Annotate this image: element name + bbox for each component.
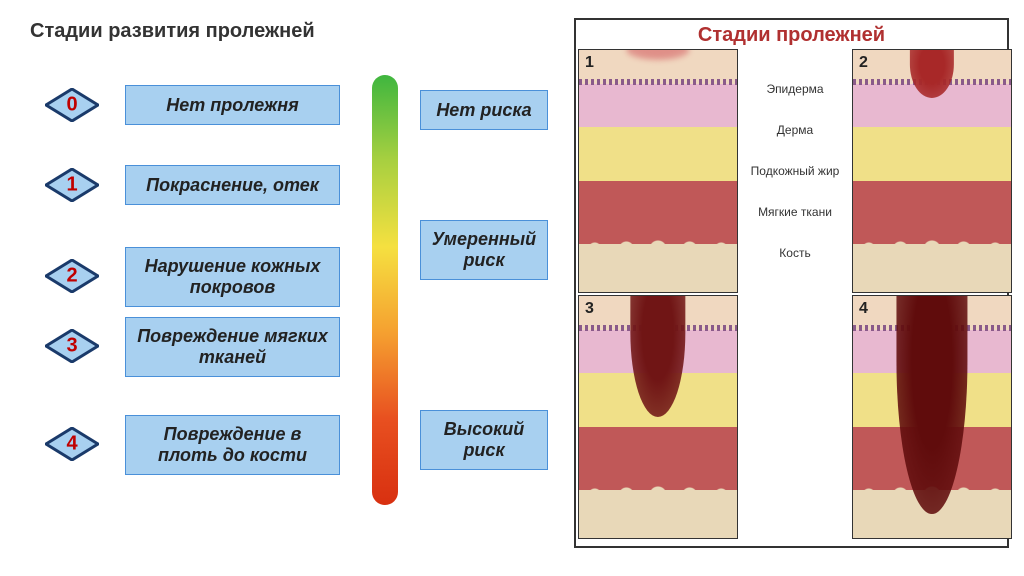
risk-box-0: Нет риска <box>420 90 548 130</box>
bone-bumps <box>579 239 737 249</box>
stage-label-2: Нарушение кожных покровов <box>125 247 340 307</box>
anatomy-labels: Эпидерма Дерма Подкожный жир Мягкие ткани Ко… <box>740 49 850 293</box>
anatomy-cell-4: 4 <box>852 295 1012 539</box>
layer-bone-layer <box>579 244 737 292</box>
layer-fat <box>853 127 1011 180</box>
stage-diamond-4: 4 <box>45 427 99 461</box>
layer-label: Кость <box>740 246 850 260</box>
stage-row-1: 1 Покраснение, отек <box>30 165 340 205</box>
anatomy-panel: Стадии пролежней 1 Эпидерма Дерма Подкожный… <box>574 18 1009 548</box>
stage-diamond-3: 3 <box>45 329 99 363</box>
cell-number: 4 <box>859 300 868 318</box>
anatomy-cell-3: 3 <box>578 295 738 539</box>
stage-row-3: 3 Повреждение мягких тканей <box>30 317 340 377</box>
risk-gradient-bar <box>372 75 398 505</box>
stage-row-0: 0 Нет пролежня <box>30 85 340 125</box>
risk-box-1: Умеренный риск <box>420 220 548 280</box>
stage-diamond-0: 0 <box>45 88 99 122</box>
wavy-line <box>579 79 737 85</box>
layer-dermis <box>579 84 737 128</box>
anatomy-title: Стадии пролежней <box>576 20 1007 49</box>
layer-label: Дерма <box>740 123 850 137</box>
stage-row-2: 2 Нарушение кожных покровов <box>30 247 340 307</box>
layer-muscle <box>579 181 737 244</box>
bone-bumps <box>853 239 1011 249</box>
cell-number: 3 <box>585 300 594 318</box>
stage-number: 4 <box>66 433 77 456</box>
stage-label-1: Покраснение, отек <box>125 165 340 205</box>
layer-fat <box>579 127 737 180</box>
risk-box-2: Высокий риск <box>420 410 548 470</box>
anatomy-grid: 1 Эпидерма Дерма Подкожный жир Мягкие ткани К… <box>576 49 1007 541</box>
stage-number: 3 <box>66 335 77 358</box>
main-title: Стадии развития пролежней <box>30 20 315 43</box>
layer-bone-layer <box>579 490 737 538</box>
layer-bone-layer <box>853 244 1011 292</box>
layer-muscle <box>853 181 1011 244</box>
cell-number: 2 <box>859 54 868 72</box>
anatomy-spacer <box>740 295 850 539</box>
stage-diamond-1: 1 <box>45 168 99 202</box>
stage-diamond-2: 2 <box>45 259 99 293</box>
cell-number: 1 <box>585 54 594 72</box>
stage-number: 1 <box>66 174 77 197</box>
stage-row-4: 4 Повреждение в плоть до кости <box>30 415 340 475</box>
layer-label: Мягкие ткани <box>740 205 850 219</box>
anatomy-cell-2: 2 <box>852 49 1012 293</box>
layer-label: Подкожный жир <box>740 164 850 178</box>
stage-label-4: Повреждение в плоть до кости <box>125 415 340 475</box>
stage-label-3: Повреждение мягких тканей <box>125 317 340 377</box>
stage-number: 0 <box>66 94 77 117</box>
stage-number: 2 <box>66 265 77 288</box>
bone-bumps <box>579 485 737 495</box>
layer-label: Эпидерма <box>740 82 850 96</box>
stage-label-0: Нет пролежня <box>125 85 340 125</box>
layer-muscle <box>579 427 737 490</box>
anatomy-cell-1: 1 <box>578 49 738 293</box>
